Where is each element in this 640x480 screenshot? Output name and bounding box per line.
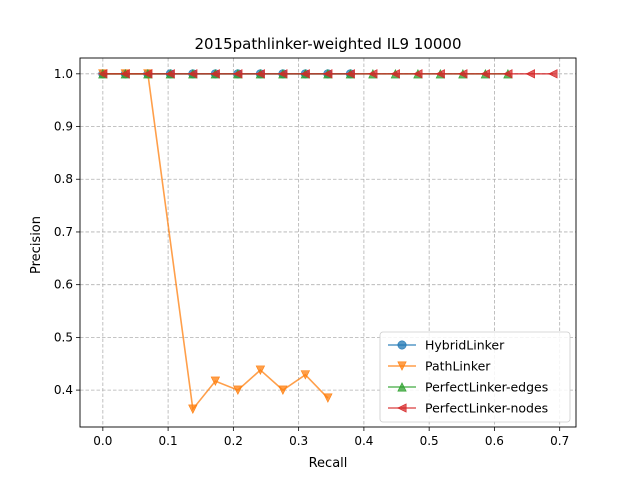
y-tick-label: 0.7 [54, 225, 73, 239]
legend-marker [397, 340, 407, 350]
legend-item: PathLinker [388, 359, 491, 374]
data-point [390, 69, 400, 79]
data-point [480, 69, 490, 79]
legend-box [379, 331, 571, 423]
data-point [255, 365, 266, 375]
y-tick-label: 0.8 [54, 172, 73, 186]
legend-marker [397, 403, 407, 413]
data-point [322, 69, 333, 79]
y-tick-label: 0.4 [54, 383, 73, 397]
y-tick-label: 0.5 [54, 330, 73, 344]
data-point [210, 376, 221, 387]
data-point [345, 69, 355, 79]
data-point [278, 69, 288, 79]
series-layer [97, 68, 558, 414]
data-point [435, 69, 445, 79]
x-axis-label: Recall [309, 456, 348, 471]
data-point [300, 69, 310, 79]
legend-item: HybridLinker [388, 338, 505, 353]
x-tick-label: 0.6 [485, 434, 504, 448]
data-point [187, 69, 198, 79]
y-axis-label: Precision [29, 216, 44, 274]
data-point [525, 69, 535, 79]
legend-label: PerfectLinker-nodes [425, 401, 548, 416]
data-point [255, 69, 265, 79]
y-tick-label: 1.0 [54, 67, 73, 81]
legend-label: PathLinker [425, 359, 491, 374]
x-tick-label: 0.3 [289, 434, 308, 448]
data-point [233, 69, 243, 79]
x-tick-label: 0.0 [93, 434, 112, 448]
legend-item: PerfectLinker-edges [388, 380, 548, 395]
data-point [120, 69, 130, 79]
x-tick-label: 0.5 [420, 434, 439, 448]
plot-frame [79, 57, 577, 428]
x-tick-label: 0.7 [550, 434, 569, 448]
legend-marker [397, 382, 407, 392]
data-point [278, 385, 288, 395]
data-point [97, 69, 108, 79]
legend-item: PerfectLinker-nodes [388, 401, 548, 416]
data-point [143, 69, 153, 79]
data-point [233, 385, 243, 395]
x-tick-label: 0.1 [159, 434, 178, 448]
data-point [188, 404, 198, 414]
y-tick-label: 0.6 [54, 278, 73, 292]
data-point [503, 69, 513, 79]
legend-label: PerfectLinker-edges [425, 380, 548, 395]
data-point [368, 69, 378, 79]
data-point [323, 393, 333, 403]
legend: HybridLinker PathLinker PerfectLinker-edge… [379, 331, 571, 423]
data-point [548, 69, 558, 79]
ticks: 0.0 0.1 0.2 0.3 0.4 0.5 0.6 0.7 0.4 0.5 0.6 0.7 0.8 0… [54, 67, 569, 448]
data-point [300, 370, 311, 380]
data-point [458, 69, 468, 79]
legend-label: HybridLinker [425, 338, 505, 353]
legend-marker [397, 361, 407, 371]
x-tick-label: 0.4 [354, 434, 373, 448]
chart-title: 2015pathlinker-weighted IL9 10000 [194, 35, 461, 53]
series-perfectlinker-nodes [97, 69, 558, 79]
y-tick-label: 0.9 [54, 120, 73, 134]
data-point [210, 69, 220, 79]
data-point [165, 69, 175, 79]
data-point [413, 69, 423, 79]
x-tick-label: 0.2 [224, 434, 243, 448]
